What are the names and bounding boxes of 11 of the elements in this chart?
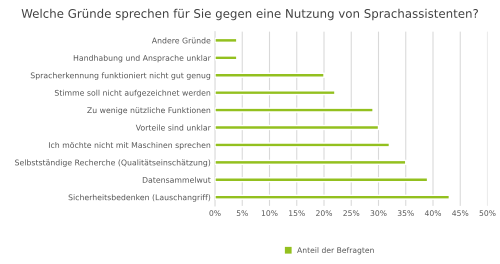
bar [215,55,238,60]
bar [215,107,374,113]
chart-title: Welche Gründe sprechen für Sie gegen eine Nutzung von Sprachassistenten? [22,8,478,20]
bar [215,177,428,182]
bar [215,194,450,200]
bar [215,90,336,96]
bar [215,142,390,148]
bar [215,72,325,78]
bar [215,124,380,130]
bar [215,160,406,165]
bar [215,38,238,44]
